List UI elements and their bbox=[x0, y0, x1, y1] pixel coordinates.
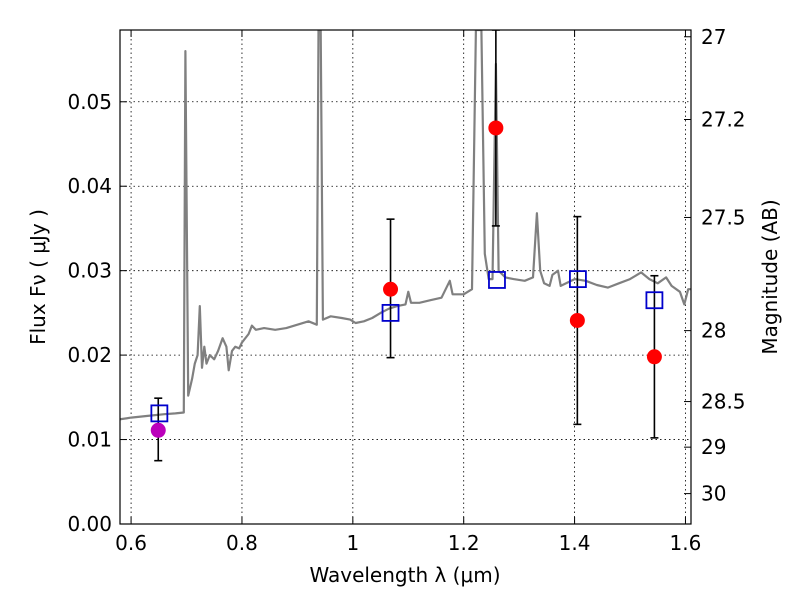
y-tick-label: 0.05 bbox=[67, 90, 112, 114]
x-tick-label: 1.4 bbox=[559, 531, 591, 555]
y2-tick-label: 27.5 bbox=[701, 205, 746, 229]
y2-tick-label: 28.5 bbox=[701, 390, 746, 414]
model-spectrum-line bbox=[120, 30, 691, 421]
y2-tick-label: 30 bbox=[701, 482, 726, 506]
observed-flux-point bbox=[150, 422, 166, 438]
y2-axis-label: Magnitude (AB) bbox=[758, 199, 782, 354]
y-tick-label: 0.02 bbox=[67, 343, 112, 367]
ticks bbox=[120, 30, 691, 525]
plot-frame bbox=[119, 29, 692, 525]
model-photometry-square bbox=[488, 271, 506, 289]
x-tick-label: 0.6 bbox=[115, 531, 147, 555]
y2-tick-label: 27.2 bbox=[701, 108, 746, 132]
tick-labels: 0.6 0.8 1 1.2 1.4 1.6 0.00 0.01 0.02 0.03 0.04 0.05… bbox=[67, 25, 745, 555]
grid bbox=[120, 30, 691, 525]
model-photometry-square bbox=[569, 270, 587, 289]
y2-tick-label: 28 bbox=[701, 319, 726, 343]
y-tick-label: 0.03 bbox=[67, 259, 112, 283]
y-tick-label: 0.01 bbox=[67, 428, 112, 452]
plot-content bbox=[120, 30, 691, 462]
x-tick-label: 1.2 bbox=[448, 531, 480, 555]
model-photometry-square bbox=[150, 404, 169, 423]
observed-flux-point bbox=[488, 120, 504, 136]
x-tick-label: 1.6 bbox=[670, 531, 702, 555]
observed-flux-point bbox=[646, 349, 662, 365]
model-photometry-square bbox=[381, 303, 400, 322]
y2-tick-label: 27 bbox=[701, 25, 726, 49]
observed-flux-point bbox=[383, 281, 399, 297]
y-axis-label: Flux Fν ( μJy ) bbox=[26, 209, 50, 345]
model-photometry-square bbox=[645, 291, 664, 310]
y-tick-label: 0.00 bbox=[67, 512, 112, 536]
y2-tick-label: 29 bbox=[701, 435, 726, 459]
x-tick-label: 1 bbox=[346, 531, 359, 555]
observed-flux-point bbox=[569, 312, 585, 328]
y-tick-label: 0.04 bbox=[67, 174, 112, 198]
x-tick-label: 0.8 bbox=[226, 531, 258, 555]
x-axis-label: Wavelength λ (μm) bbox=[309, 563, 500, 587]
